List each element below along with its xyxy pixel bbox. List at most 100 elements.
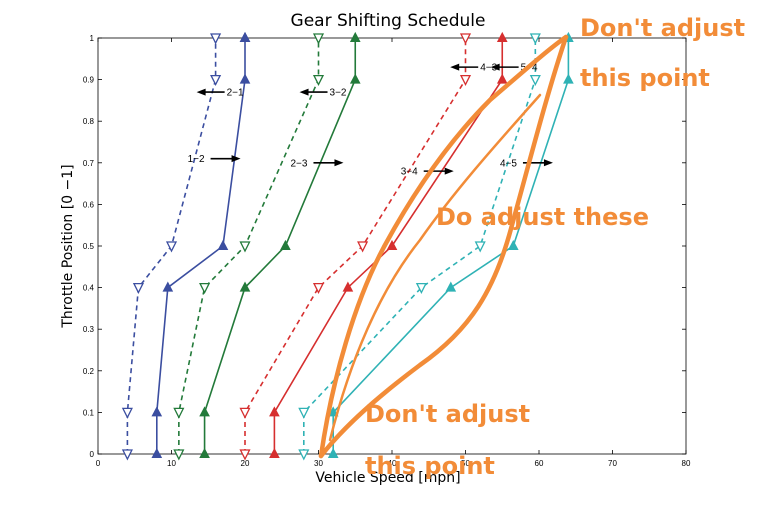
series-line-dn32 (178, 38, 320, 454)
x-tick-label: 30 (314, 459, 323, 468)
y-tick-label: 0 (90, 450, 95, 459)
series-point-dn32 (312, 74, 325, 87)
series-point-dn54 (298, 407, 310, 419)
x-tick-label: 40 (388, 459, 397, 468)
series-line-dn43 (244, 38, 467, 454)
series-point-dn54 (529, 33, 541, 45)
bottom-note-line2: this point (365, 452, 495, 480)
series-point-up12 (151, 447, 163, 458)
series-point-dn43 (239, 407, 251, 419)
adjust-outline-inner-stroke (328, 93, 542, 442)
series-point-up34 (342, 281, 354, 292)
series-line-up12 (156, 38, 246, 454)
series-line-up45 (332, 38, 570, 454)
series-point-dn21 (210, 74, 222, 87)
series-point-up12 (239, 73, 251, 84)
adjust-outline-lower-stroke (318, 34, 569, 459)
series-point-up23 (199, 406, 210, 417)
series-point-dn43 (357, 241, 369, 253)
adjust-outline-upper-stroke (318, 34, 569, 459)
y-tick-label: 0.1 (83, 408, 95, 417)
series-point-dn21 (210, 33, 222, 45)
x-tick-label: 70 (608, 459, 617, 468)
series-point-up34 (496, 73, 508, 84)
series-point-dn43 (459, 74, 472, 87)
series-point-dn54 (415, 282, 427, 295)
y-tick-label: 1 (90, 34, 95, 43)
series-group (121, 31, 574, 461)
series-point-up23 (349, 31, 361, 42)
middle-note: Do adjust these (436, 203, 649, 231)
series-point-dn43 (239, 449, 251, 461)
series-point-dn54 (529, 74, 541, 87)
series-point-up23 (349, 73, 361, 84)
series-point-dn43 (312, 282, 325, 295)
shift-arrow-head (231, 155, 241, 163)
series-point-up34 (269, 447, 280, 458)
y-tick-label: 0.5 (83, 242, 95, 251)
series-point-dn32 (239, 241, 251, 253)
series-point-dn32 (173, 449, 185, 461)
series-point-up23 (239, 281, 251, 292)
series-point-up34 (496, 31, 508, 42)
shift-label: 3−2 (330, 88, 347, 99)
shift-label: 3−4 (401, 167, 418, 178)
y-tick-label: 0.4 (83, 284, 95, 293)
series-point-up23 (199, 447, 210, 458)
series-point-dn21 (121, 449, 133, 461)
series-point-up34 (269, 406, 280, 417)
series-line-up34 (273, 38, 504, 454)
series-point-dn21 (165, 241, 178, 253)
y-tick-label: 0.9 (83, 76, 95, 85)
series-point-dn32 (312, 33, 325, 45)
x-axis-title: Vehicle Speed [mph] (315, 470, 460, 486)
series-point-dn32 (199, 282, 211, 295)
x-tick-label: 0 (96, 459, 101, 468)
y-tick-label: 0.3 (83, 325, 95, 334)
shift-label: 2−1 (227, 88, 244, 99)
y-axis-title: Throttle Position [0 −1] (60, 164, 76, 328)
series-point-up12 (151, 406, 163, 417)
series-point-up45 (327, 447, 339, 458)
x-tick-label: 60 (535, 459, 544, 468)
series-point-dn43 (459, 33, 472, 45)
series-point-dn54 (298, 449, 310, 461)
series-point-dn54 (474, 241, 486, 253)
y-tick-label: 0.7 (83, 159, 95, 168)
x-tick-label: 80 (682, 459, 691, 468)
series-point-up34 (386, 239, 398, 250)
x-tick-label: 50 (461, 459, 470, 468)
x-tick-label: 10 (167, 459, 176, 468)
shift-label: 4−5 (500, 158, 517, 169)
adjust-region-outline (318, 34, 569, 459)
top-note-line2: this point (580, 64, 710, 92)
series-point-dn21 (132, 282, 144, 295)
series-point-up12 (162, 281, 174, 292)
series-point-up45 (445, 281, 457, 292)
x-tick-label: 20 (241, 459, 250, 468)
series-line-dn21 (126, 38, 217, 454)
series-point-up23 (280, 239, 291, 250)
series-point-up45 (563, 73, 574, 84)
y-tick-label: 0.2 (83, 367, 95, 376)
shift-arrow-head (543, 159, 553, 167)
shift-label: 4−3 (480, 63, 497, 74)
series-point-up12 (239, 31, 251, 42)
series-point-dn32 (173, 407, 185, 419)
shift-arrow-head (334, 159, 344, 167)
y-tick-label: 0.8 (83, 117, 95, 126)
chart-title: Gear Shifting Schedule (291, 11, 486, 31)
shift-arrow-head (450, 63, 460, 71)
shift-arrow-head (490, 63, 500, 71)
series-line-up23 (203, 38, 357, 454)
shift-arrow-head (196, 88, 206, 96)
shift-arrow-head (444, 167, 454, 175)
series-point-dn21 (121, 407, 133, 419)
shift-label: 1−2 (188, 154, 205, 165)
top-note-line1: Don't adjust (580, 14, 745, 42)
shift-arrow-head (299, 88, 309, 96)
shift-label: 2−3 (291, 158, 308, 169)
series-point-up45 (507, 239, 519, 250)
y-tick-label: 0.6 (83, 200, 95, 209)
